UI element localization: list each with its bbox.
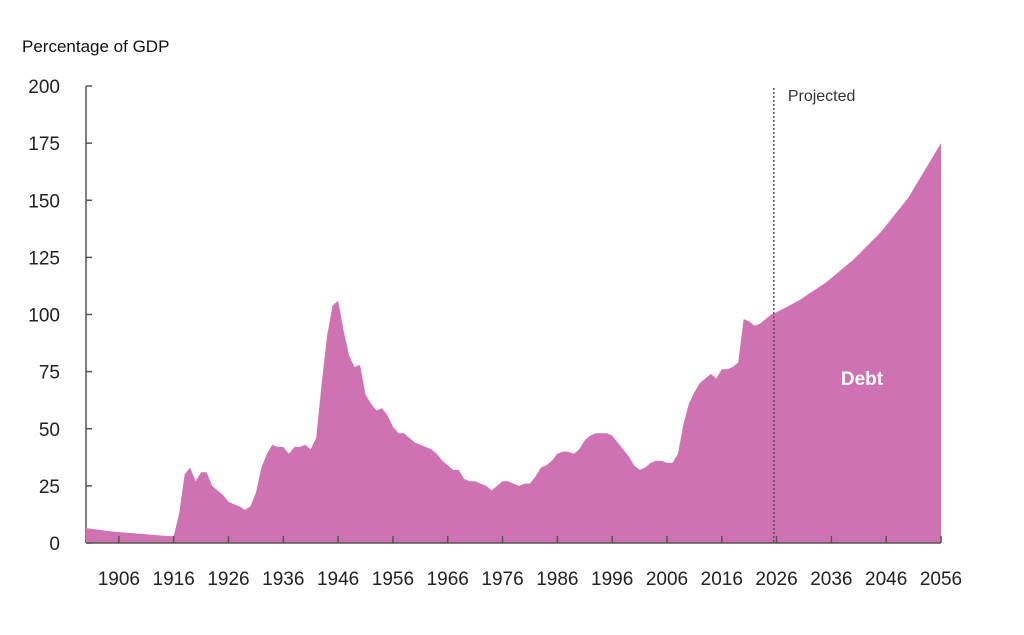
- series-label-debt: Debt: [841, 369, 884, 390]
- x-tick-label: 1966: [427, 569, 469, 590]
- x-tick-label: 2036: [810, 569, 852, 590]
- x-tick-label: 2056: [920, 569, 962, 590]
- x-tick-label: 1906: [98, 569, 140, 590]
- x-tick-label: 1956: [372, 569, 414, 590]
- y-axis-label: Percentage of GDP: [22, 37, 169, 56]
- x-axis: 1906 1916 1926 1936 1946 1956 1966 1976 1986 1996…: [86, 536, 962, 590]
- x-tick-label: 1996: [591, 569, 633, 590]
- y-tick-label: 50: [39, 420, 60, 441]
- x-tick-label: 1986: [536, 569, 578, 590]
- projected-label: Projected: [788, 88, 856, 105]
- y-tick-label: 25: [39, 477, 60, 498]
- x-tick-label: 1916: [153, 569, 195, 590]
- x-tick-label: 2016: [701, 569, 743, 590]
- y-tick-label: 150: [28, 191, 60, 212]
- y-tick-label: 0: [49, 534, 60, 555]
- y-axis: 0 25 50 75 100 125 150 175 200: [28, 77, 92, 555]
- y-tick-label: 100: [28, 306, 60, 327]
- y-tick-label: 125: [28, 248, 60, 269]
- x-tick-label: 2026: [755, 569, 797, 590]
- x-tick-label: 1976: [481, 569, 523, 590]
- x-tick-label: 1936: [262, 569, 304, 590]
- x-tick-label: 2046: [865, 569, 907, 590]
- y-tick-label: 175: [28, 134, 60, 155]
- y-tick-label: 200: [28, 77, 60, 98]
- y-tick-label: 75: [39, 363, 60, 384]
- x-tick-label: 1926: [207, 569, 249, 590]
- x-tick-label: 1946: [317, 569, 359, 590]
- debt-area: [86, 143, 941, 543]
- x-tick-label: 2006: [646, 569, 688, 590]
